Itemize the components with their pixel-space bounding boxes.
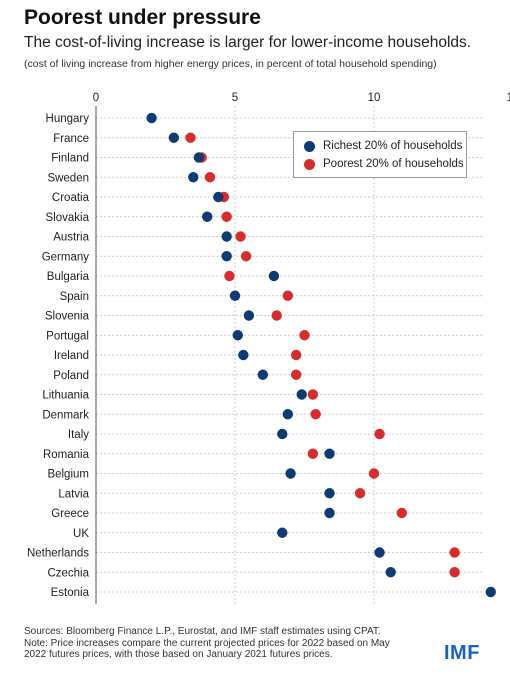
category-label: Croatia — [52, 192, 90, 204]
point-richest — [324, 448, 335, 459]
category-label: Slovakia — [46, 212, 90, 224]
category-label: Bulgaria — [47, 271, 90, 283]
point-richest — [374, 547, 385, 558]
category-label: UK — [73, 528, 89, 540]
category-label: Slovenia — [45, 311, 90, 323]
point-richest — [277, 527, 288, 538]
chart-unit-note: (cost of living increase from higher ene… — [24, 58, 437, 70]
point-poorest — [310, 409, 321, 420]
category-label: Netherlands — [27, 548, 89, 560]
x-tick-label: 15 — [507, 92, 510, 104]
point-richest — [324, 507, 335, 519]
category-label: Poland — [53, 370, 89, 382]
legend-item-richest: Richest 20% of households — [304, 140, 462, 152]
point-richest — [296, 389, 307, 400]
imf-logo: IMF — [444, 642, 480, 664]
note-text-line2: 2022 futures prices, with those based on… — [24, 649, 333, 660]
point-richest — [202, 211, 213, 222]
category-label: Denmark — [42, 409, 89, 421]
x-tick-label: 10 — [368, 92, 381, 104]
point-richest — [168, 132, 180, 143]
sources-text: Sources: Bloomberg Finance L.P., Eurosta… — [24, 626, 381, 637]
point-richest — [232, 330, 243, 341]
category-label: Latvia — [58, 488, 89, 500]
category-label: Italy — [68, 429, 89, 441]
point-richest — [285, 468, 296, 479]
dot-plot-chart: 0510152025HungaryFranceFinlandSwedenCroa… — [27, 92, 510, 604]
point-richest — [277, 428, 288, 440]
point-poorest — [235, 231, 246, 242]
point-richest — [221, 231, 232, 242]
point-poorest — [204, 172, 216, 183]
category-label: Ireland — [54, 350, 89, 362]
point-richest — [221, 251, 232, 262]
legend-label-poorest: Poorest 20% of households — [323, 158, 464, 170]
point-richest — [213, 191, 224, 203]
point-poorest — [354, 488, 366, 499]
chart-subtitle: The cost-of-living increase is larger fo… — [24, 34, 472, 51]
point-richest — [238, 349, 249, 361]
category-label: Czechia — [47, 567, 89, 579]
category-label: Finland — [51, 153, 89, 165]
category-label: Greece — [51, 508, 89, 520]
point-richest — [146, 112, 157, 124]
point-poorest — [290, 369, 302, 380]
point-poorest — [449, 547, 460, 558]
point-poorest — [221, 211, 232, 222]
category-label: Romania — [43, 449, 90, 461]
point-poorest — [185, 132, 196, 143]
note-text-line1: Note: Price increases compare the curren… — [24, 637, 390, 649]
chart-legend: Richest 20% of households Poorest 20% of… — [293, 131, 467, 178]
category-label: Austria — [53, 232, 89, 244]
category-label: Estonia — [51, 587, 90, 599]
x-tick-label: 5 — [232, 92, 238, 104]
point-richest — [193, 152, 205, 163]
point-richest — [188, 172, 199, 183]
point-poorest — [240, 251, 252, 262]
category-label: Hungary — [46, 113, 90, 125]
point-poorest — [307, 389, 319, 400]
category-label: Sweden — [47, 172, 89, 184]
chart-title: Poorest under pressure — [24, 6, 261, 29]
legend-marker-poorest — [304, 158, 315, 170]
point-richest — [282, 409, 294, 420]
point-poorest — [271, 310, 282, 321]
category-label: Spain — [60, 291, 89, 303]
point-richest — [257, 369, 268, 380]
category-label: Lithuania — [42, 390, 89, 402]
point-poorest — [224, 270, 235, 282]
point-poorest — [449, 567, 460, 578]
category-label: Portugal — [46, 330, 89, 342]
point-poorest — [307, 448, 319, 459]
point-richest — [385, 567, 396, 578]
category-label: Belgium — [47, 469, 89, 481]
legend-marker-richest — [304, 140, 315, 152]
legend-item-poorest: Poorest 20% of households — [304, 158, 464, 170]
category-label: Germany — [42, 251, 90, 263]
point-richest — [229, 290, 241, 301]
legend-label-richest: Richest 20% of households — [323, 140, 463, 152]
point-richest — [243, 310, 255, 321]
point-poorest — [396, 507, 407, 519]
point-poorest — [374, 428, 385, 440]
point-poorest — [282, 290, 294, 301]
point-poorest — [368, 468, 380, 479]
point-richest — [324, 488, 335, 499]
point-richest — [485, 586, 496, 598]
point-poorest — [290, 349, 302, 361]
x-tick-label: 0 — [93, 92, 99, 104]
point-richest — [268, 270, 280, 282]
chart-footer: Sources: Bloomberg Finance L.P., Eurosta… — [24, 626, 404, 661]
category-label: France — [53, 133, 89, 145]
point-poorest — [299, 330, 310, 341]
